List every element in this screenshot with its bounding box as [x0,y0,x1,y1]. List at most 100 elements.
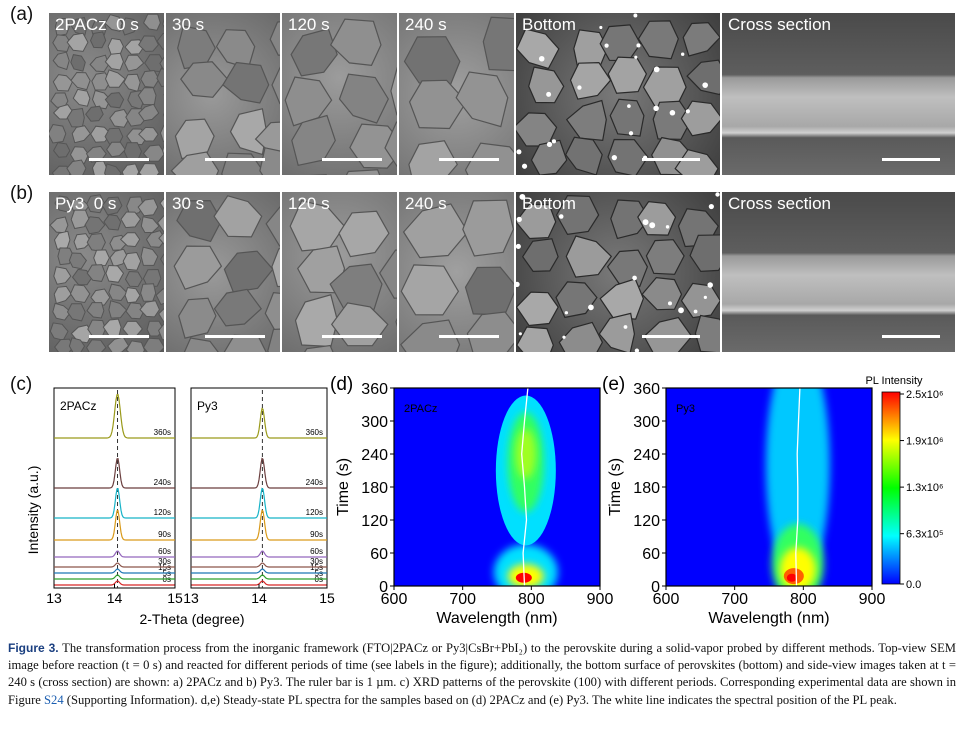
y-tick-label: 0 [651,579,660,596]
caption-link-s24[interactable]: S24 [44,692,64,707]
sem-label: Cross section [728,15,831,34]
xrd-series-label: 30s [310,557,323,566]
xrd-tick-label: 13 [183,590,199,606]
y-tick-label: 240 [633,447,660,464]
x-tick-label: 800 [790,591,817,608]
sem-label: 240 s [405,15,447,34]
x-tick-label: 700 [449,591,476,608]
xrd-series-label: 90s [158,530,171,539]
xrd-series-label: 120s [154,508,171,517]
xrd-subplot-label: Py3 [197,399,218,413]
figure-label: Figure 3. [8,641,59,655]
xrd-series-label: 240s [154,478,171,487]
xrd-series-240s [54,457,175,489]
x-tick-label: 600 [653,591,680,608]
panel-label-a: (a) [10,4,34,25]
y-tick-label: 360 [361,381,388,398]
y-tick-label: 60 [642,546,660,563]
sem-label: 2PACz 0 s [55,15,139,34]
colorbar-tick-label: 1.9x10⁶ [906,436,944,448]
sem-label: Bottom [522,194,576,213]
scale-bar [89,335,149,338]
xrd-tick-label: 13 [46,590,62,606]
xrd-ylabel: Intensity (a.u.) [25,466,41,555]
heatmap-label: 2PACz [404,403,437,415]
xrd-series-label: 120s [306,508,323,517]
scale-bar [205,335,265,338]
xrd-series-label: 30s [158,557,171,566]
colorbar-title: PL Intensity [865,375,923,387]
sem-image-a-3: 240 s [399,13,514,175]
y-tick-label: 360 [633,381,660,398]
xrd-series-120s [191,487,327,519]
sem-label: Bottom [522,15,576,34]
blob-red [786,573,797,582]
colorbar-tick-label: 2.5x10⁶ [906,389,944,401]
xrd-series-0s [191,580,327,586]
sem-image-a-0: 2PACz 0 s [49,13,164,175]
xrd-series-360s [191,407,327,439]
scale-bar [642,335,700,338]
heatmap-d [394,388,600,586]
y-tick-label: 180 [361,480,388,497]
scale-bar [642,158,700,161]
panel-label-d: (d) [330,374,353,395]
xrd-series-label: 90s [310,530,323,539]
xrd-series-0s [54,580,175,586]
xrd-series-label: 60s [158,547,171,556]
scale-bar [205,158,265,161]
colorbar-tick-label: 6.3x10⁵ [906,529,944,541]
xrd-series-120s [54,487,175,519]
pl-heatmaps: (d) 2PACz 0 60 120 180 240 300 360 600 700 800 900 Wa… [330,374,944,627]
x-tick-label: 900 [587,591,614,608]
xrd-series-15s [191,568,327,574]
sem-image-b-3: 240 s [399,192,514,352]
panel-label-b: (b) [10,183,34,204]
xrd-series-90s [54,509,175,541]
sem-image-a-2: 120 s [282,13,397,175]
caption-text: The transformation process from the inor… [8,641,957,707]
heatmap-label: Py3 [676,403,695,415]
xrd-series-360s [54,393,175,439]
y-tick-label: 300 [361,414,388,431]
xrd-series-label: 360s [306,428,323,437]
y-tick-label: 60 [370,546,388,563]
scale-bar [89,158,149,161]
sem-image-b-2: 120 s [282,192,397,352]
heatmap-ylabel: Time (s) [335,458,352,516]
colorbar-tick-label: 0.0 [906,579,921,591]
pl-peak-line [521,388,529,586]
xrd-series-5s [191,574,327,580]
sem-label: Cross section [728,194,831,213]
sem-image-a-4: Bottom [516,13,720,175]
y-tick-label: 120 [361,513,388,530]
xrd-series-5s [54,574,175,580]
scale-bar [322,335,382,338]
xrd-series-label: 240s [306,478,323,487]
xrd-series-60s [54,550,175,558]
pl-peak-line [795,388,801,586]
x-tick-label: 900 [859,591,886,608]
sem-label: 30 s [172,194,205,213]
x-tick-label: 700 [721,591,748,608]
xrd-subplot-label: 2PACz [60,399,96,413]
sem-label: 120 s [288,194,330,213]
xrd-series-90s [191,509,327,541]
sem-image-a-1: 30 s [166,13,280,175]
figure-caption: Figure 3. The transformation process fro… [8,640,956,709]
scale-bar [322,158,382,161]
sem-image-b-0: Py3 0 s [49,192,164,352]
xrd-xlabel: 2-Theta (degree) [139,611,244,627]
heatmap-xlabel: Wavelength (nm) [708,610,829,627]
sem-image-b-4: Bottom [516,192,720,352]
xrd-series-15s [54,568,175,574]
heatmap-ylabel: Time (s) [607,458,624,516]
xrd-series-label: 360s [154,428,171,437]
colorbar [881,391,901,585]
xrd-series-30s [54,562,175,568]
xrd-series-60s [191,550,327,558]
xrd-series-30s [191,562,327,568]
xrd-series-label: 60s [310,547,323,556]
xrd-tick-label: 15 [319,590,335,606]
scale-bar [882,158,940,161]
